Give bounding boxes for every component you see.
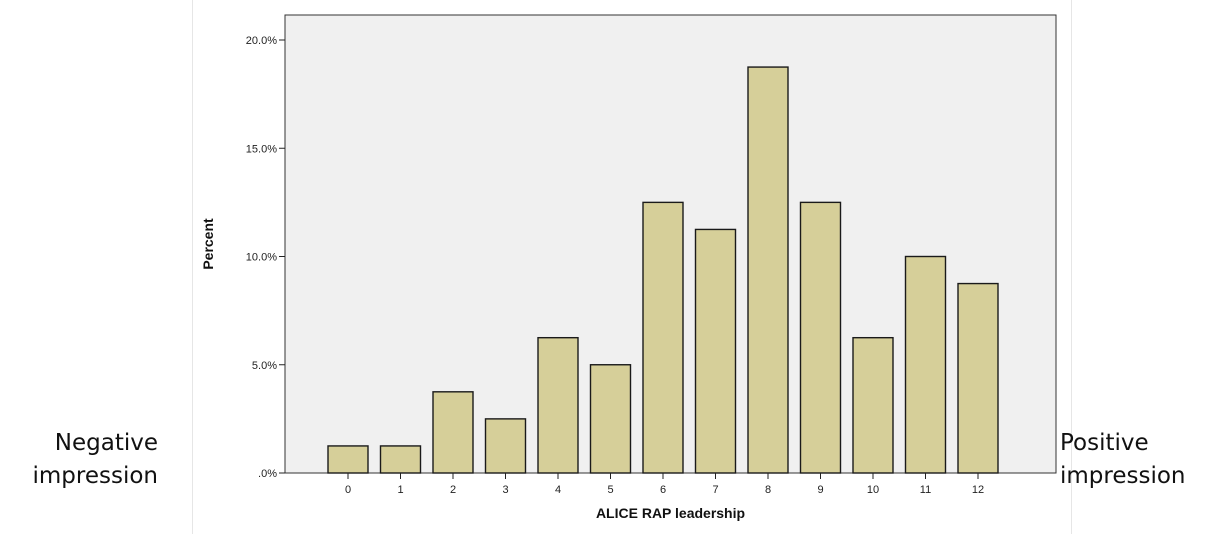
chart-container: .0% 5.0% 10.0% 15.0% 20.0% 0 1 2 3 4 5 6 7 8 9 10 11 12 …: [192, 0, 1072, 534]
y-tick-label: .0%: [258, 468, 277, 480]
bar-11: [904, 255, 947, 474]
y-tick-label: 5.0%: [252, 360, 277, 372]
bar-7: [694, 228, 737, 474]
negative-impression-line1: Negative: [54, 430, 158, 456]
x-tick-label: 2: [450, 484, 456, 496]
bar-3: [484, 418, 527, 474]
y-tick-label: 15.0%: [246, 143, 277, 155]
bar-9: [799, 201, 842, 474]
bar-5: [589, 364, 632, 474]
x-tick-label: 3: [502, 484, 508, 496]
y-tick-label: 20.0%: [246, 35, 277, 47]
x-tick-label: 8: [765, 484, 771, 496]
x-tick-label: 11: [920, 484, 931, 496]
x-tick-label: 12: [972, 484, 984, 496]
x-tick-label: 10: [867, 484, 879, 496]
x-tick-label: 9: [817, 484, 823, 496]
positive-impression-line1: Positive: [1060, 430, 1149, 456]
x-tick-label: 0: [345, 484, 351, 496]
positive-impression-line2: impression: [1060, 463, 1186, 489]
x-tick-label: 5: [607, 484, 613, 496]
y-axis-title: Percent: [200, 218, 216, 270]
bar-12: [957, 282, 999, 474]
negative-impression-label: Negative impression: [0, 427, 158, 493]
bars: [327, 66, 999, 474]
bar-chart: .0%5.0%10.0%15.0%20.0% 0 1 2 3 4 5 6 7 8 9 10 11 12 …: [200, 14, 1057, 521]
bar-8: [747, 66, 789, 474]
x-tick-label: 6: [660, 484, 666, 496]
x-tick-label: 1: [397, 484, 403, 496]
x-axis-title: ALICE RAP leadership: [596, 505, 745, 521]
bar-0: [327, 445, 369, 474]
x-tick-label: 7: [712, 484, 718, 496]
bar-10: [852, 336, 894, 474]
bar-1: [379, 445, 422, 474]
positive-impression-label: Positive impression: [1060, 427, 1223, 493]
bar-2: [432, 391, 474, 474]
bar-4: [537, 336, 579, 474]
x-tick-label: 4: [555, 484, 561, 496]
y-axis: .0% 5.0% 10.0% 15.0% 20.0%: [246, 35, 285, 480]
y-tick-label: 10.0%: [246, 252, 277, 264]
x-axis: 0 1 2 3 4 5 6 7 8 9 10 11 12: [345, 473, 984, 496]
bar-6: [642, 201, 684, 474]
negative-impression-line2: impression: [32, 463, 158, 489]
